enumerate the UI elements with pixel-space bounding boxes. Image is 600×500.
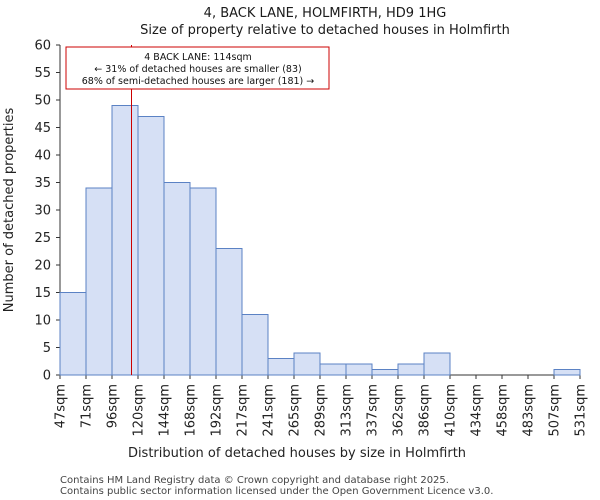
histogram-bar <box>59 292 87 376</box>
x-tick-label: 144sqm <box>158 384 173 437</box>
y-axis: 0 5 10 15 20 25 30 35 40 45 50 55 60 <box>34 39 61 384</box>
histogram-bar <box>319 363 347 376</box>
histogram-bar <box>371 369 399 376</box>
y-tick-label: 5 <box>43 341 51 356</box>
y-tick-label: 60 <box>34 39 51 54</box>
x-tick-label: 458sqm <box>496 384 511 437</box>
histogram-bar <box>189 187 217 376</box>
annotation-line-1: 4 BACK LANE: 114sqm <box>144 52 252 63</box>
x-tick-label: 313sqm <box>340 384 355 437</box>
annotation-line-2: ← 31% of detached houses are smaller (83… <box>94 64 301 75</box>
histogram-bar <box>345 363 373 376</box>
histogram-bar <box>423 352 451 376</box>
x-tick-label: 483sqm <box>522 384 537 437</box>
histogram-bar <box>397 363 425 376</box>
histogram-bar <box>241 314 269 376</box>
histogram-bar <box>85 187 113 376</box>
x-tick-label: 96sqm <box>106 384 121 428</box>
y-tick-label: 0 <box>43 369 51 384</box>
y-tick-label: 40 <box>34 149 51 164</box>
x-tick-label: 410sqm <box>444 384 459 437</box>
y-tick-label: 30 <box>34 204 51 219</box>
x-tick-label: 386sqm <box>418 384 433 437</box>
y-axis-label: Number of detached properties <box>2 108 17 313</box>
y-tick-label: 55 <box>34 66 51 81</box>
histogram-bar <box>111 105 139 376</box>
annotation-line-3: 68% of semi-detached houses are larger (… <box>82 76 315 87</box>
x-axis-label: Distribution of detached houses by size … <box>128 446 466 461</box>
histogram-bar <box>163 182 191 376</box>
x-tick-label: 120sqm <box>132 384 147 437</box>
x-tick-label: 71sqm <box>80 384 95 428</box>
histogram-bar <box>215 248 243 376</box>
y-tick-label: 35 <box>34 176 51 191</box>
footer-line-2: Contains public sector information licen… <box>60 486 493 497</box>
chart-subtitle: Size of property relative to detached ho… <box>140 23 510 38</box>
y-tick-label: 10 <box>34 314 51 329</box>
annotation-frame <box>65 46 330 90</box>
histogram-bars <box>59 105 581 376</box>
x-tick-label: 531sqm <box>574 384 589 437</box>
histogram-bar <box>137 116 165 376</box>
x-tick-label: 265sqm <box>288 384 303 437</box>
histogram-bar <box>293 352 321 376</box>
x-tick-label: 168sqm <box>184 384 199 437</box>
y-tick-label: 20 <box>34 259 51 274</box>
x-tick-label: 217sqm <box>236 384 251 437</box>
y-tick-label: 45 <box>34 121 51 136</box>
x-tick-label: 241sqm <box>262 384 277 437</box>
x-tick-label: 362sqm <box>392 384 407 437</box>
x-axis: 47sqm 71sqm 96sqm 120sqm 144sqm 168sqm 192sqm 2… <box>54 374 589 437</box>
x-tick-label: 507sqm <box>548 384 563 437</box>
x-tick-label: 434sqm <box>470 384 485 437</box>
x-tick-label: 337sqm <box>366 384 381 437</box>
histogram-bar <box>553 369 581 376</box>
histogram-bar <box>267 358 295 376</box>
x-tick-label: 192sqm <box>210 384 225 437</box>
y-tick-label: 15 <box>34 286 51 301</box>
chart-title: 4, BACK LANE, HOLMFIRTH, HD9 1HG <box>204 6 447 21</box>
annotation-box: 4 BACK LANE: 114sqm ← 31% of detached ho… <box>65 46 330 90</box>
x-tick-label: 289sqm <box>314 384 329 437</box>
y-tick-label: 50 <box>34 94 51 109</box>
x-tick-label: 47sqm <box>54 384 69 428</box>
y-tick-label: 25 <box>34 231 51 246</box>
footer-line-1: Contains HM Land Registry data © Crown c… <box>60 475 449 486</box>
